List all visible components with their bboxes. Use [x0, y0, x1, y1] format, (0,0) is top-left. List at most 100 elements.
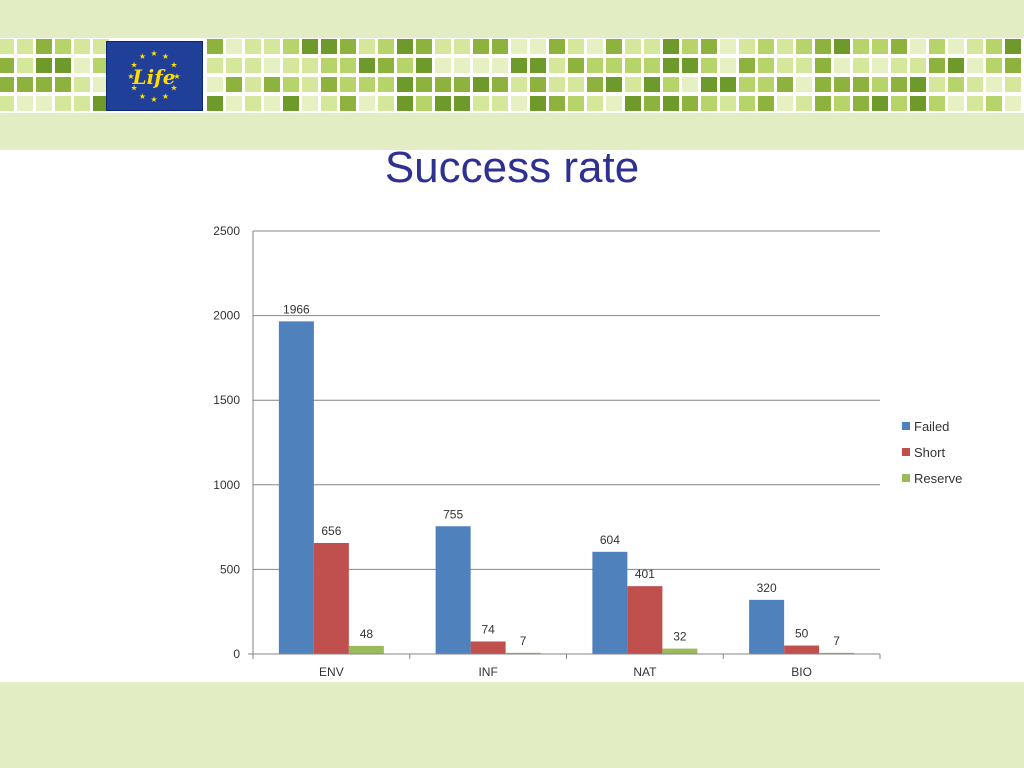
mosaic-tile [663, 58, 679, 73]
data-label: 1966 [283, 302, 310, 316]
mosaic-tile [758, 39, 774, 54]
mosaic-tile [587, 58, 603, 73]
mosaic-tile [435, 96, 451, 111]
mosaic-tile [682, 39, 698, 54]
legend-label: Reserve [914, 470, 963, 486]
bar-reserve-bio [819, 652, 855, 654]
mosaic-tile [663, 96, 679, 111]
x-category-label: ENV [319, 665, 344, 679]
mosaic-tile [796, 96, 812, 111]
mosaic-tile [359, 77, 375, 92]
mosaic-tile [549, 77, 565, 92]
mosaic-tile [264, 58, 280, 73]
bar-failed-inf [435, 526, 471, 654]
mosaic-tile [226, 96, 242, 111]
x-category-label: NAT [633, 665, 657, 679]
bar-labels: 1966 656 48 755 74 7 604 401 32 320 50 7 [283, 302, 840, 647]
mosaic-tile [720, 39, 736, 54]
legend-label: Failed [914, 418, 950, 434]
mosaic-tile [36, 77, 52, 92]
mosaic-tile [872, 96, 888, 111]
bar-reserve-env [348, 645, 384, 654]
eu-star-icon: ★ [127, 72, 134, 81]
mosaic-tile [739, 77, 755, 92]
mosaic-tile [492, 39, 508, 54]
mosaic-tile [910, 96, 926, 111]
mosaic-tile [739, 96, 755, 111]
mosaic-tile [948, 39, 964, 54]
mosaic-tile [777, 58, 793, 73]
mosaic-tile [511, 96, 527, 111]
mosaic-tile [93, 77, 109, 92]
mosaic-tile [226, 58, 242, 73]
eu-star-icon: ★ [170, 61, 177, 70]
mosaic-tile [606, 39, 622, 54]
mosaic-tile [245, 39, 261, 54]
mosaic-tile [948, 58, 964, 73]
eu-star-icon: ★ [162, 92, 169, 101]
mosaic-tile [302, 58, 318, 73]
mosaic-tile [967, 96, 983, 111]
mosaic-tile [1005, 96, 1021, 111]
mosaic-tile [929, 77, 945, 92]
mosaic-tile [644, 77, 660, 92]
mosaic-tile [264, 77, 280, 92]
mosaic-tile [568, 96, 584, 111]
mosaic-tile [701, 39, 717, 54]
bar-failed-nat [592, 551, 628, 654]
legend-item: Reserve [902, 470, 962, 486]
mosaic-tile [625, 77, 641, 92]
mosaic-tile [720, 58, 736, 73]
mosaic-tile [758, 77, 774, 92]
mosaic-tile [530, 58, 546, 73]
mosaic-tile [378, 58, 394, 73]
legend-swatch [902, 448, 910, 456]
mosaic-tile [359, 58, 375, 73]
mosaic-tile [587, 96, 603, 111]
eu-star-icon: ★ [162, 52, 169, 61]
mosaic-tile [701, 77, 717, 92]
mosaic-tile [853, 58, 869, 73]
mosaic-tile [967, 77, 983, 92]
mosaic-tile [568, 77, 584, 92]
data-label: 604 [600, 533, 620, 547]
mosaic-tile [701, 96, 717, 111]
mosaic-tile [663, 39, 679, 54]
mosaic-tile [416, 39, 432, 54]
mosaic-tile [302, 96, 318, 111]
mosaic-tile [549, 58, 565, 73]
footer-band [0, 682, 1024, 768]
mosaic-tile [283, 39, 299, 54]
mosaic-tile [929, 39, 945, 54]
mosaic-tile [568, 39, 584, 54]
mosaic-tile [720, 77, 736, 92]
mosaic-tile [378, 77, 394, 92]
mosaic-tile [663, 77, 679, 92]
mosaic-tile [1005, 77, 1021, 92]
mosaic-tile [720, 96, 736, 111]
mosaic-tile [606, 58, 622, 73]
mosaic-tile [321, 77, 337, 92]
mosaic-tile [929, 58, 945, 73]
mosaic-tile [758, 58, 774, 73]
mosaic-tile [397, 96, 413, 111]
mosaic-tile [796, 77, 812, 92]
mosaic-tile [359, 96, 375, 111]
mosaic-tile [530, 77, 546, 92]
mosaic-tile [473, 96, 489, 111]
mosaic-tile [891, 39, 907, 54]
mosaic-tile [644, 58, 660, 73]
eu-star-icon: ★ [150, 49, 157, 58]
data-label: 401 [635, 567, 655, 581]
mosaic-tile [796, 58, 812, 73]
legend-swatch [902, 474, 910, 482]
mosaic-tile [321, 39, 337, 54]
mosaic-tile [93, 58, 109, 73]
bar-reserve-nat [662, 648, 698, 654]
mosaic-tile [36, 96, 52, 111]
mosaic-tile [55, 58, 71, 73]
mosaic-tile [967, 39, 983, 54]
mosaic-tile [207, 96, 223, 111]
mosaic-tile [378, 96, 394, 111]
mosaic-tile [891, 77, 907, 92]
